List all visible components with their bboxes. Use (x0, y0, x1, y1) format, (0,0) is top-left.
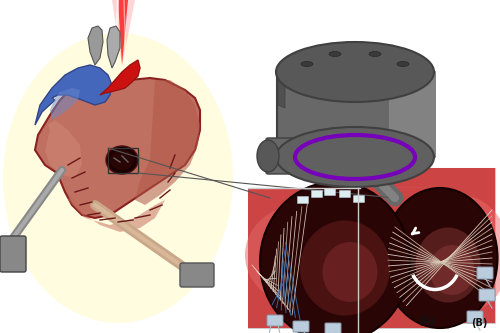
Ellipse shape (245, 205, 355, 305)
Ellipse shape (110, 150, 134, 170)
Ellipse shape (397, 62, 409, 67)
FancyBboxPatch shape (389, 71, 436, 158)
Polygon shape (45, 120, 82, 178)
Polygon shape (68, 195, 165, 232)
Polygon shape (88, 26, 103, 65)
Bar (108, 148, 138, 173)
FancyBboxPatch shape (340, 190, 350, 197)
Bar (248, 188, 448, 328)
Ellipse shape (278, 43, 432, 101)
FancyBboxPatch shape (277, 71, 434, 158)
Polygon shape (107, 26, 120, 68)
Polygon shape (278, 72, 285, 108)
FancyBboxPatch shape (266, 138, 310, 174)
FancyBboxPatch shape (312, 190, 322, 197)
Ellipse shape (382, 188, 498, 328)
Bar (248, 188, 448, 328)
FancyBboxPatch shape (0, 236, 26, 272)
FancyBboxPatch shape (293, 321, 309, 332)
FancyBboxPatch shape (324, 188, 336, 195)
Ellipse shape (410, 195, 500, 315)
Ellipse shape (369, 52, 381, 57)
Ellipse shape (416, 227, 480, 302)
FancyBboxPatch shape (267, 315, 283, 326)
Ellipse shape (430, 245, 474, 295)
Polygon shape (50, 88, 80, 120)
Ellipse shape (3, 33, 233, 323)
Ellipse shape (276, 127, 434, 187)
Text: (B): (B) (472, 318, 488, 328)
Ellipse shape (301, 62, 313, 67)
FancyBboxPatch shape (477, 267, 493, 279)
Polygon shape (118, 0, 128, 65)
Ellipse shape (329, 52, 341, 57)
Polygon shape (35, 65, 112, 125)
Ellipse shape (276, 42, 434, 102)
FancyBboxPatch shape (325, 323, 341, 333)
Ellipse shape (322, 242, 378, 302)
Polygon shape (112, 0, 135, 65)
Polygon shape (135, 80, 200, 205)
FancyBboxPatch shape (467, 311, 483, 323)
Polygon shape (35, 78, 200, 218)
Text: (A): (A) (418, 316, 435, 326)
Ellipse shape (257, 140, 279, 172)
Bar (358, 168, 495, 323)
Bar (358, 168, 495, 323)
Ellipse shape (300, 220, 390, 315)
Ellipse shape (106, 146, 138, 174)
FancyBboxPatch shape (479, 289, 495, 301)
FancyBboxPatch shape (180, 263, 214, 287)
Ellipse shape (296, 50, 414, 94)
FancyBboxPatch shape (298, 196, 308, 203)
Polygon shape (100, 60, 140, 95)
Ellipse shape (260, 182, 410, 333)
FancyBboxPatch shape (354, 195, 364, 202)
